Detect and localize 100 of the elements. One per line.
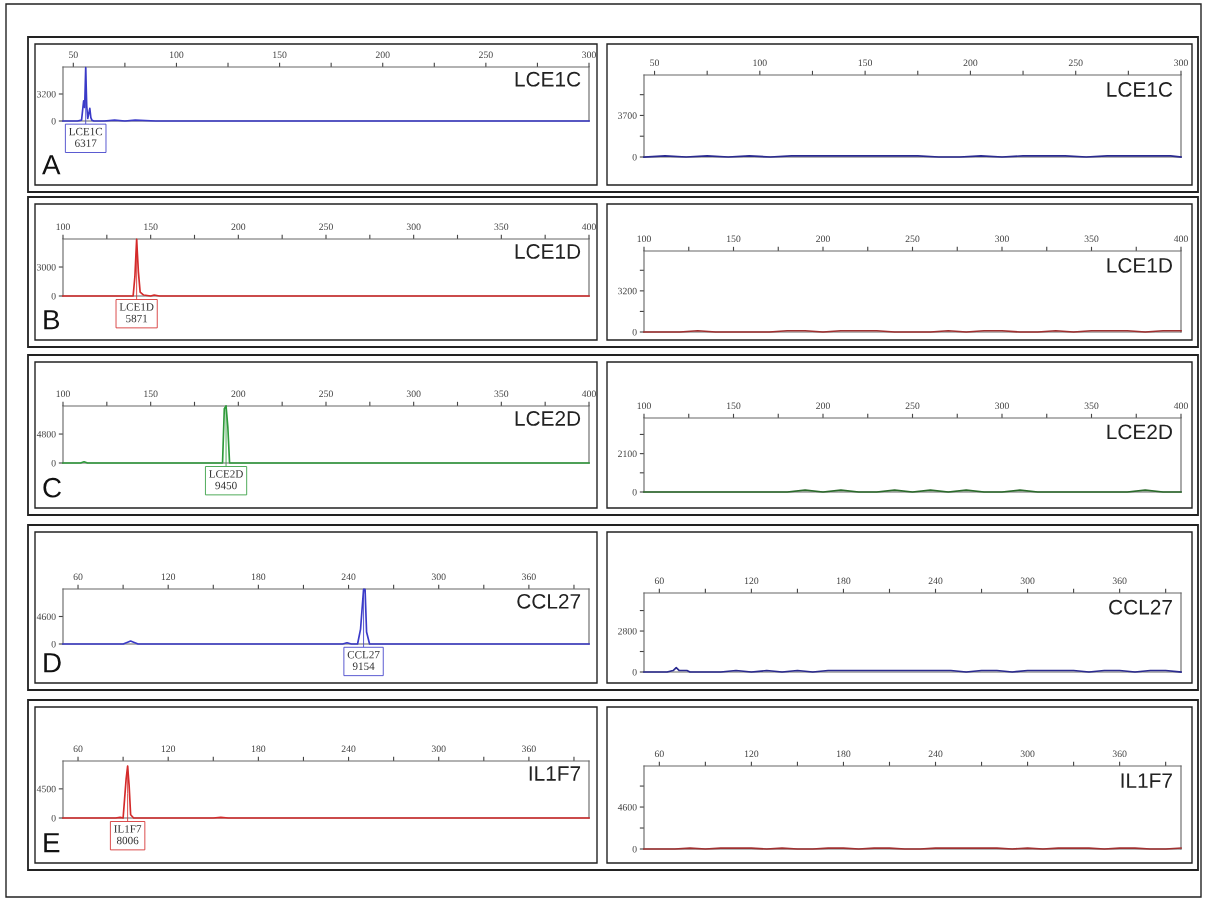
text: E <box>44 833 60 853</box>
x-tick-label: 250 <box>905 235 920 243</box>
x-tick-label: 250 <box>905 402 920 410</box>
x-tick-label: 120 <box>744 750 759 758</box>
chart-title: LCE1D <box>1107 258 1172 273</box>
x-tick-label: 400 <box>1173 235 1188 243</box>
x-tick-label: 300 <box>431 573 446 581</box>
x-tick-label: 100 <box>637 402 651 410</box>
x-tick-label: 100 <box>753 59 767 67</box>
x-tick-label: 250 <box>479 51 493 59</box>
x-tick-label: 300 <box>582 51 596 59</box>
y-tick-label: 4600 <box>36 613 56 620</box>
x-tick-label: 350 <box>494 223 509 231</box>
x-tick-label: 300 <box>1020 750 1035 758</box>
x-tick-label: 360 <box>1112 577 1127 585</box>
x-tick-label: 360 <box>522 745 536 753</box>
x-tick-label: 60 <box>73 573 83 581</box>
x-tick-label: 180 <box>837 750 851 758</box>
x-tick-label: 300 <box>995 402 1009 410</box>
x-tick-label: 250 <box>319 223 333 231</box>
x-tick-label: 150 <box>858 59 873 67</box>
x-tick-label: 300 <box>1174 59 1188 67</box>
chart-title: LCE1D <box>515 244 581 259</box>
x-tick-label: 150 <box>727 235 741 243</box>
annotation: LCE1C 6317 <box>69 127 103 147</box>
chart-title: IL1F7 <box>1121 773 1172 788</box>
annotation: LCE1D 5871 <box>119 303 154 323</box>
chart-title: LCE1C <box>1107 82 1173 97</box>
x-tick-label: 300 <box>406 223 421 231</box>
line-series <box>62 238 590 297</box>
x-tick-label: 400 <box>581 223 596 231</box>
x-tick-label: 200 <box>231 223 246 231</box>
x-tick-label: 360 <box>522 573 536 581</box>
y-tick-label: 4600 <box>617 803 637 811</box>
x-tick-label: 200 <box>231 390 246 398</box>
x-tick-label: 240 <box>341 745 356 753</box>
y-tick-label: 0 <box>51 459 56 467</box>
x-tick-label: 240 <box>341 573 356 581</box>
x-tick-label: 180 <box>251 573 266 581</box>
x-tick-label: 250 <box>319 390 333 398</box>
x-tick-label: 200 <box>816 235 830 243</box>
x-tick-label: 300 <box>406 390 421 398</box>
y-tick-label: 2100 <box>618 450 637 458</box>
x-tick-label: 60 <box>654 577 664 585</box>
y-tick-label: 3200 <box>37 90 56 98</box>
line-series <box>62 405 590 464</box>
y-tick-label: 0 <box>51 640 56 648</box>
x-tick-label: 240 <box>928 750 943 758</box>
x-tick-label: 300 <box>995 235 1009 243</box>
x-tick-label: 200 <box>963 59 978 67</box>
x-tick-label: 200 <box>816 402 830 410</box>
x-tick-label: 400 <box>1173 402 1188 410</box>
x-tick-label: 100 <box>56 390 70 398</box>
text: B <box>44 310 60 330</box>
x-tick-label: 250 <box>1068 59 1083 67</box>
y-tick-label: 4500 <box>36 785 56 793</box>
line-series <box>62 588 590 645</box>
x-tick-label: 150 <box>144 390 158 398</box>
x-tick-label: 360 <box>1112 750 1127 758</box>
x-tick-label: 100 <box>170 51 184 59</box>
x-tick-label: 350 <box>1084 235 1099 243</box>
x-tick-label: 400 <box>581 390 596 398</box>
annotation: CCL27 9154 <box>347 650 380 671</box>
y-tick-label: 2800 <box>618 627 637 635</box>
x-tick-label: 150 <box>273 51 287 59</box>
x-tick-label: 180 <box>837 577 851 585</box>
chart-title: LCE2D <box>515 411 581 426</box>
x-tick-label: 50 <box>69 51 78 59</box>
y-tick-label: 0 <box>632 153 637 161</box>
x-tick-label: 120 <box>744 577 759 585</box>
x-tick-label: 240 <box>928 577 943 585</box>
y-tick-label: 4800 <box>36 430 56 438</box>
y-tick-label: 0 <box>632 328 637 336</box>
annotation: LCE2D 9450 <box>209 470 243 490</box>
text: C <box>43 477 61 498</box>
text: A <box>42 155 61 175</box>
y-tick-label: 3700 <box>618 112 637 119</box>
x-tick-label: 100 <box>56 223 70 231</box>
x-tick-label: 300 <box>1020 577 1035 585</box>
x-tick-label: 150 <box>727 402 741 410</box>
y-tick-label: 3000 <box>37 263 56 271</box>
x-tick-label: 60 <box>73 745 83 753</box>
chart-title: IL1F7 <box>529 766 581 781</box>
y-tick-label: 3200 <box>618 287 637 295</box>
x-tick-label: 200 <box>375 51 390 59</box>
x-tick-label: 120 <box>161 745 176 753</box>
chart-title: LCE1C <box>515 71 581 87</box>
x-tick-label: 50 <box>650 59 660 67</box>
x-tick-label: 60 <box>654 750 664 758</box>
x-tick-label: 300 <box>431 745 446 753</box>
x-tick-label: 350 <box>494 390 509 398</box>
y-tick-label: 0 <box>51 117 56 125</box>
x-tick-label: 120 <box>161 573 176 581</box>
chart-title: LCE2D <box>1107 424 1172 440</box>
x-tick-label: 180 <box>251 745 266 753</box>
annotation: IL1F7 8006 <box>114 825 142 845</box>
x-tick-label: 100 <box>637 235 651 243</box>
y-tick-label: 0 <box>51 814 56 822</box>
y-tick-label: 0 <box>632 845 637 853</box>
chart-title: CCL27 <box>1109 599 1172 615</box>
